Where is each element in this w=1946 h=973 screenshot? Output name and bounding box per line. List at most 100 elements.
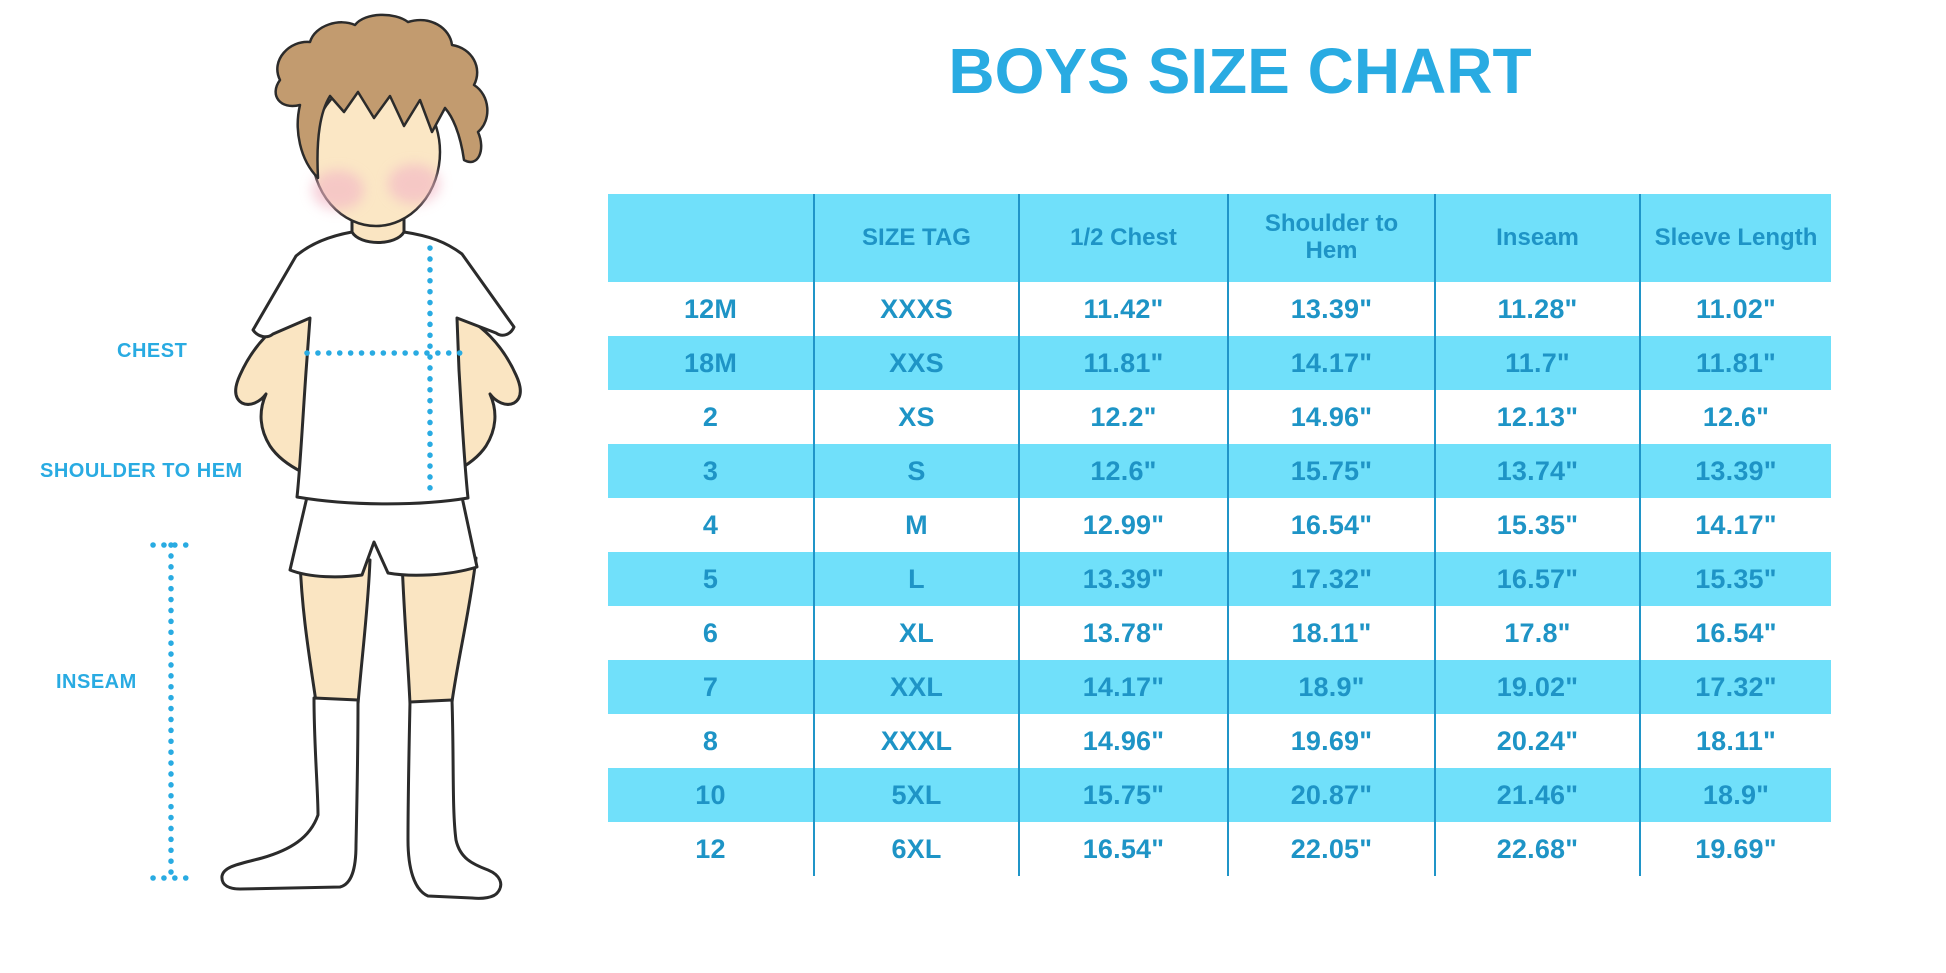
table-cell: 14.96"	[1229, 390, 1436, 444]
table-row: 12 6XL 16.54" 22.05" 22.68" 19.69"	[608, 822, 1831, 876]
column-header-empty	[608, 194, 815, 282]
size-table: SIZE TAG 1/2 Chest Shoulder to Hem Inseam Sl…	[608, 194, 1831, 876]
table-cell: 20.24"	[1436, 714, 1641, 768]
table-cell: 16.54"	[1695, 617, 1777, 648]
table-cell: 12.6"	[1702, 401, 1770, 432]
boy-illustration	[150, 13, 522, 900]
right-leg-shape	[400, 556, 478, 706]
table-header-row: SIZE TAG 1/2 Chest Shoulder to Hem Inseam Sl…	[608, 194, 1831, 282]
table-row: 3 S 12.6" 15.75" 13.74" 13.39"	[608, 444, 1831, 498]
table-cell: 11.28"	[1436, 282, 1641, 336]
column-header: SIZE TAG	[815, 194, 1020, 282]
left-leg-shape	[298, 558, 372, 706]
table-cell: 11.02"	[1695, 293, 1777, 324]
table-cell: 15.75"	[1229, 444, 1436, 498]
table-row: 2 XS 12.2" 14.96" 12.13" 12.6"	[608, 390, 1831, 444]
row-size-label: 3	[608, 444, 815, 498]
table-cell: 13.39"	[1020, 552, 1229, 606]
table-cell: 6XL	[815, 822, 1020, 876]
hair-shape	[274, 13, 489, 180]
table-cell: 14.17"	[1020, 660, 1229, 714]
row-size-label: 2	[608, 390, 815, 444]
table-cell: 13.74"	[1436, 444, 1641, 498]
left-cheek	[312, 170, 364, 210]
table-cell: 16.57"	[1436, 552, 1641, 606]
table-cell: 12.6"	[1020, 444, 1229, 498]
row-size-label: 10	[608, 768, 815, 822]
table-cell: 11.81"	[1695, 347, 1777, 378]
table-cell: 11.42"	[1020, 282, 1229, 336]
table-cell: 22.05"	[1229, 822, 1436, 876]
column-header: Sleeve Length	[1654, 223, 1818, 251]
column-header: Shoulder to Hem	[1229, 194, 1436, 282]
table-cell: 19.69"	[1695, 833, 1777, 864]
table-cell: 15.75"	[1020, 768, 1229, 822]
row-size-label: 6	[608, 606, 815, 660]
table-body: 12M XXXS 11.42" 13.39" 11.28" 11.02" 18M XXS 11.…	[608, 282, 1831, 876]
table-row: 8 XXXL 14.96" 19.69" 20.24" 18.11"	[608, 714, 1831, 768]
table-cell: 5XL	[815, 768, 1020, 822]
table-cell: 20.87"	[1229, 768, 1436, 822]
row-size-label: 7	[608, 660, 815, 714]
row-size-label: 12M	[608, 282, 815, 336]
table-cell: 17.32"	[1229, 552, 1436, 606]
table-cell: 13.39"	[1229, 282, 1436, 336]
left-arm-shape	[234, 310, 318, 476]
table-cell: 15.35"	[1436, 498, 1641, 552]
table-row: 5 L 13.39" 17.32" 16.57" 15.35"	[608, 552, 1831, 606]
table-cell: 22.68"	[1436, 822, 1641, 876]
table-cell: 18.9"	[1702, 779, 1770, 810]
table-cell: 19.69"	[1229, 714, 1436, 768]
row-size-label: 12	[608, 822, 815, 876]
column-header: 1/2 Chest	[1020, 194, 1229, 282]
table-cell: 19.02"	[1436, 660, 1641, 714]
table-row: 6 XL 13.78" 18.11" 17.8" 16.54"	[608, 606, 1831, 660]
table-cell: 14.17"	[1695, 509, 1777, 540]
tshirt-shape	[251, 230, 516, 506]
table-row: 7 XXL 14.17" 18.9" 19.02" 17.32"	[608, 660, 1831, 714]
table-cell: XXL	[815, 660, 1020, 714]
table-cell: 18.11"	[1695, 725, 1777, 756]
table-cell: 13.39"	[1695, 455, 1777, 486]
table-row: 10 5XL 15.75" 20.87" 21.46" 18.9"	[608, 768, 1831, 822]
chest-label: CHEST	[117, 340, 188, 362]
table-cell: 17.8"	[1436, 606, 1641, 660]
shoulder-to-hem-label: SHOULDER TO HEM	[40, 460, 243, 482]
table-row: 4 M 12.99" 16.54" 15.35" 14.17"	[608, 498, 1831, 552]
table-row: 18M XXS 11.81" 14.17" 11.7" 11.81"	[608, 336, 1831, 390]
table-cell: 14.17"	[1229, 336, 1436, 390]
table-cell: XS	[815, 390, 1020, 444]
right-cheek	[388, 164, 440, 204]
table-cell: S	[815, 444, 1020, 498]
table-cell: 14.96"	[1020, 714, 1229, 768]
table-cell: XL	[815, 606, 1020, 660]
table-cell: M	[815, 498, 1020, 552]
table-cell: 12.99"	[1020, 498, 1229, 552]
table-cell: L	[815, 552, 1020, 606]
table-cell: XXS	[815, 336, 1020, 390]
table-cell: 12.13"	[1436, 390, 1641, 444]
table-cell: 15.35"	[1695, 563, 1777, 594]
table-cell: 11.7"	[1436, 336, 1641, 390]
inseam-label: INSEAM	[56, 671, 137, 693]
table-cell: 18.11"	[1229, 606, 1436, 660]
row-size-label: 5	[608, 552, 815, 606]
shorts-shape	[288, 495, 479, 579]
row-size-label: 4	[608, 498, 815, 552]
table-cell: 11.81"	[1020, 336, 1229, 390]
table-cell: 13.78"	[1020, 606, 1229, 660]
right-sock-shape	[406, 698, 503, 900]
table-cell: XXXS	[815, 282, 1020, 336]
table-cell: 17.32"	[1695, 671, 1777, 702]
table-cell: 12.2"	[1020, 390, 1229, 444]
row-size-label: 8	[608, 714, 815, 768]
table-cell: 16.54"	[1020, 822, 1229, 876]
table-cell: 21.46"	[1436, 768, 1641, 822]
left-sock-shape	[220, 696, 360, 891]
table-cell: XXXL	[815, 714, 1020, 768]
table-cell: 16.54"	[1229, 498, 1436, 552]
table-cell: 18.9"	[1229, 660, 1436, 714]
column-header: Inseam	[1436, 194, 1641, 282]
row-size-label: 18M	[608, 336, 815, 390]
table-row: 12M XXXS 11.42" 13.39" 11.28" 11.02"	[608, 282, 1831, 336]
